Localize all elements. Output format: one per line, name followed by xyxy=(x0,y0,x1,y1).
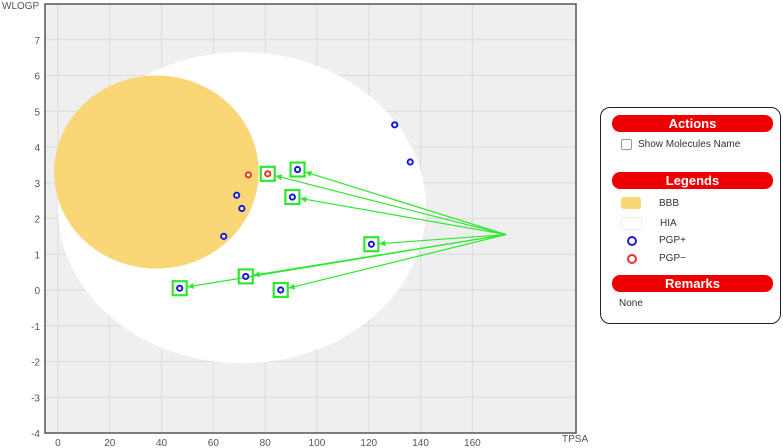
y-axis-title: WLOGP xyxy=(2,1,40,12)
pgp-plus-point xyxy=(367,240,375,248)
side-panel: Actions Show Molecules Name Legends BBB … xyxy=(600,107,781,324)
x-tick-label: 0 xyxy=(55,438,61,448)
legend-item-bbb: BBB xyxy=(621,197,679,209)
x-axis-title: TPSA xyxy=(562,434,589,445)
actions-header: Actions xyxy=(612,115,773,132)
highlight-arrow xyxy=(300,196,507,236)
y-tick-label: 3 xyxy=(34,179,40,190)
bbb-swatch xyxy=(621,197,641,209)
show-names-checkbox[interactable] xyxy=(621,139,632,150)
x-tick-label: 20 xyxy=(104,438,116,448)
legend-item-pgp-minus: PGP− xyxy=(621,253,686,264)
highlight-box xyxy=(289,161,306,178)
highlight-arrow xyxy=(288,234,507,290)
x-tick-label: 140 xyxy=(412,438,429,448)
y-tick-label: 5 xyxy=(34,107,40,118)
pgp-plus-point xyxy=(242,272,250,281)
y-tick-label: 6 xyxy=(34,72,40,83)
x-tick-label: 160 xyxy=(464,438,481,448)
pgp-plus-point xyxy=(277,286,285,294)
y-tick-label: -3 xyxy=(31,393,40,404)
y-tick-label: 4 xyxy=(34,143,40,154)
pgp-plus-point xyxy=(293,165,302,174)
x-tick-label: 80 xyxy=(260,438,272,448)
y-tick-label: 2 xyxy=(34,215,40,226)
legend-item-pgp-plus: PGP+ xyxy=(621,235,686,246)
pgp-plus-point xyxy=(391,121,399,129)
pgp-minus-marker xyxy=(627,253,637,264)
pgp-plus-point xyxy=(406,158,414,166)
pgp-minus-point xyxy=(264,170,272,178)
highlight-arrow xyxy=(187,233,507,289)
bbb-region xyxy=(54,75,259,269)
highlight-arrow xyxy=(379,233,507,247)
highlight-box xyxy=(363,236,380,253)
highlight-arrow xyxy=(275,174,507,236)
highlight-arrow xyxy=(305,170,507,236)
legend-label-hia: HIA xyxy=(660,218,677,229)
y-tick-label: -4 xyxy=(31,429,40,440)
highlight-box xyxy=(259,165,276,182)
y-tick-label: 0 xyxy=(34,286,40,297)
remarks-text: None xyxy=(619,298,643,309)
y-tick-label: -2 xyxy=(31,358,40,369)
highlight-box xyxy=(171,280,188,297)
pgp-plus-point xyxy=(233,191,241,199)
highlight-box xyxy=(272,281,289,299)
hia-swatch xyxy=(621,217,642,230)
pgp-plus-point xyxy=(176,284,184,292)
x-tick-label: 120 xyxy=(360,438,377,448)
show-names-label: Show Molecules Name xyxy=(638,139,741,150)
y-tick-label: 1 xyxy=(34,250,40,261)
show-names-toggle[interactable]: Show Molecules Name xyxy=(621,139,740,150)
legend-label-pgp-plus: PGP+ xyxy=(659,235,686,246)
y-tick-label: 7 xyxy=(34,36,40,47)
pgp-plus-point xyxy=(288,193,296,201)
x-tick-label: 40 xyxy=(156,438,168,448)
plot-frame xyxy=(44,3,577,434)
pgp-plus-marker xyxy=(627,235,637,246)
x-tick-label: 60 xyxy=(208,438,220,448)
remarks-header: Remarks xyxy=(612,275,773,292)
pgp-minus-point xyxy=(244,171,252,179)
x-tick-label: 100 xyxy=(309,438,326,448)
legend-label-pgp-minus: PGP− xyxy=(659,253,686,264)
legends-header: Legends xyxy=(612,172,773,189)
highlight-box xyxy=(284,188,301,206)
y-tick-label: -1 xyxy=(31,322,40,333)
legend-label-bbb: BBB xyxy=(659,197,680,209)
legend-item-hia: HIA xyxy=(621,217,677,230)
pgp-plus-point xyxy=(238,204,246,213)
pgp-plus-point xyxy=(220,232,228,240)
